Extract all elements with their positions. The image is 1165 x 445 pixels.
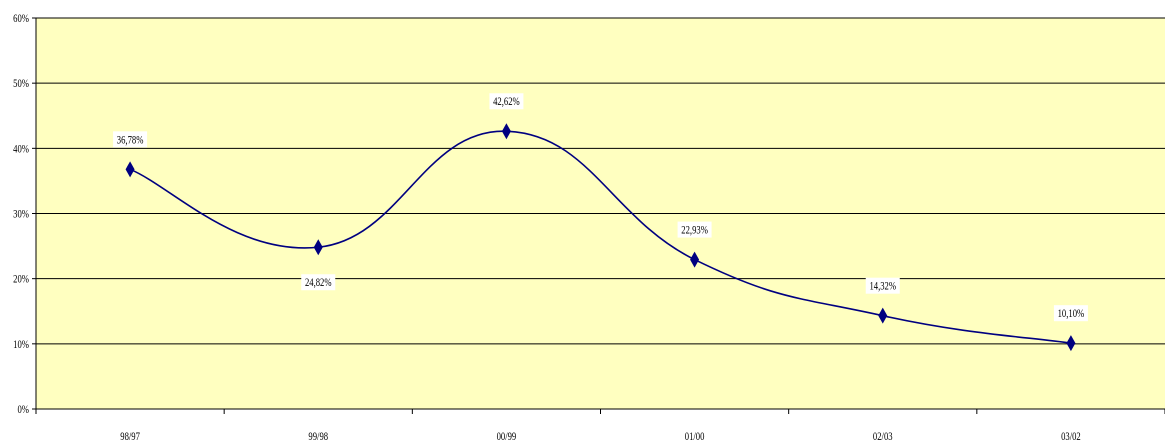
data-label-background (489, 93, 524, 110)
series-line (129, 130, 1072, 344)
data-label: 22,93% (681, 224, 708, 237)
x-tick-label: 01/00 (685, 431, 705, 444)
y-tick-label: 30% (13, 208, 29, 221)
y-tick-label: 60% (13, 13, 29, 26)
data-label: 24,82% (305, 277, 332, 290)
data-point-marker (501, 123, 511, 140)
y-tick-label: 20% (13, 273, 29, 286)
data-label: 36,78% (117, 134, 144, 147)
data-label-background (865, 277, 900, 294)
x-tick-label: 98/97 (120, 431, 140, 444)
data-label-background (301, 274, 336, 291)
x-tick-label: 99/98 (308, 431, 328, 444)
data-point-marker (125, 161, 135, 178)
data-label: 10,10% (1058, 308, 1085, 321)
data-label: 42,62% (493, 96, 520, 109)
data-point-marker (690, 251, 700, 268)
y-tick-label: 10% (13, 339, 29, 352)
data-label: 14,32% (869, 280, 896, 293)
data-label-background (677, 221, 712, 238)
y-tick-label: 50% (13, 78, 29, 91)
y-tick-label: 40% (13, 143, 29, 156)
data-label-background (113, 131, 148, 148)
x-tick-label: 03/02 (1061, 431, 1081, 444)
data-point-marker (878, 307, 888, 324)
data-label-background (1053, 305, 1088, 322)
data-point-marker (1066, 335, 1076, 352)
data-point-marker (313, 239, 323, 256)
x-tick-label: 02/03 (873, 431, 893, 444)
x-tick-label: 00/99 (497, 431, 517, 444)
y-tick-label: 0% (17, 404, 29, 417)
